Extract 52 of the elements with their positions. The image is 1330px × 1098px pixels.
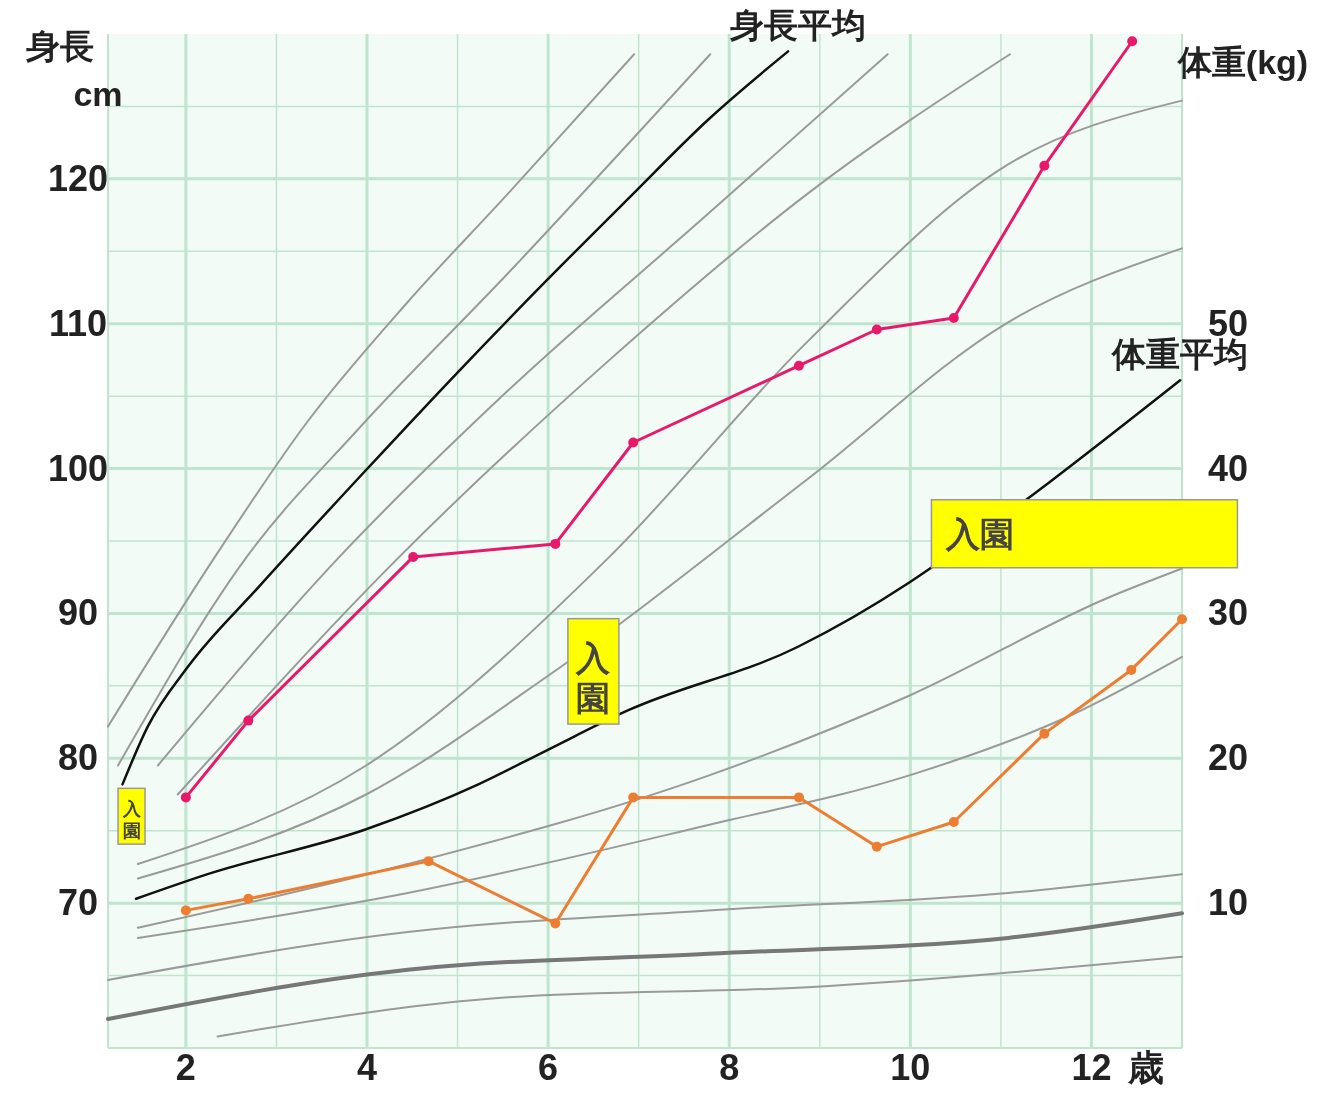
y-tick-label: 80 [57, 737, 99, 779]
point [1039, 160, 1050, 171]
note-box: 入園 [930, 499, 1239, 569]
x-tick-label: 6 [538, 1047, 559, 1088]
point [871, 841, 882, 852]
point [180, 905, 191, 916]
y2-axis-title: 体重(kg) [1176, 43, 1309, 81]
point [550, 918, 561, 929]
point [948, 312, 959, 323]
y-axis-title: 身長 cm [25, 27, 123, 113]
annotation: 入園 [121, 799, 142, 841]
point [1177, 614, 1187, 625]
x-tick-label: 2 [175, 1047, 196, 1088]
point [408, 551, 419, 562]
x-tick-label: 4 [356, 1047, 378, 1088]
y-tick-label: 70 [57, 882, 99, 924]
line-series [106, 911, 1184, 1022]
x-tick-label: 10 [890, 1047, 931, 1088]
x-tick-label: 12 [1071, 1047, 1112, 1088]
line-series [176, 53, 1011, 796]
y-tick-label: 110 [48, 302, 108, 344]
point [793, 360, 804, 371]
note-box: 入園 [117, 787, 146, 845]
y-tick-label: 90 [57, 592, 99, 634]
y-tick-label: 100 [47, 447, 109, 489]
line-series [156, 53, 889, 767]
note-box: 入園 [567, 617, 620, 725]
point [628, 437, 639, 448]
y2-tick-label: 10 [1208, 882, 1249, 924]
y2-tick-label: 40 [1208, 447, 1249, 489]
annotation: 入園 [945, 514, 1015, 553]
annotation: 入園 [575, 638, 612, 718]
x-tick-label: 8 [719, 1047, 740, 1088]
y-tick-label: 120 [47, 157, 109, 199]
y2-tick-label: 30 [1208, 592, 1249, 634]
point [243, 893, 254, 904]
point [550, 538, 561, 549]
point [1127, 36, 1138, 47]
point [1126, 664, 1137, 675]
x-axis-title: 歳 [1127, 1047, 1165, 1088]
point [871, 324, 882, 335]
y2-tick-label: 20 [1208, 737, 1249, 779]
point [628, 792, 639, 803]
point [1039, 728, 1050, 739]
point [793, 792, 804, 803]
point [243, 715, 254, 726]
point [180, 792, 191, 803]
point [423, 856, 434, 867]
point [948, 817, 959, 828]
line-series [107, 873, 1183, 981]
series-label: 身長平均 [729, 6, 867, 45]
line-series [216, 955, 1183, 1038]
